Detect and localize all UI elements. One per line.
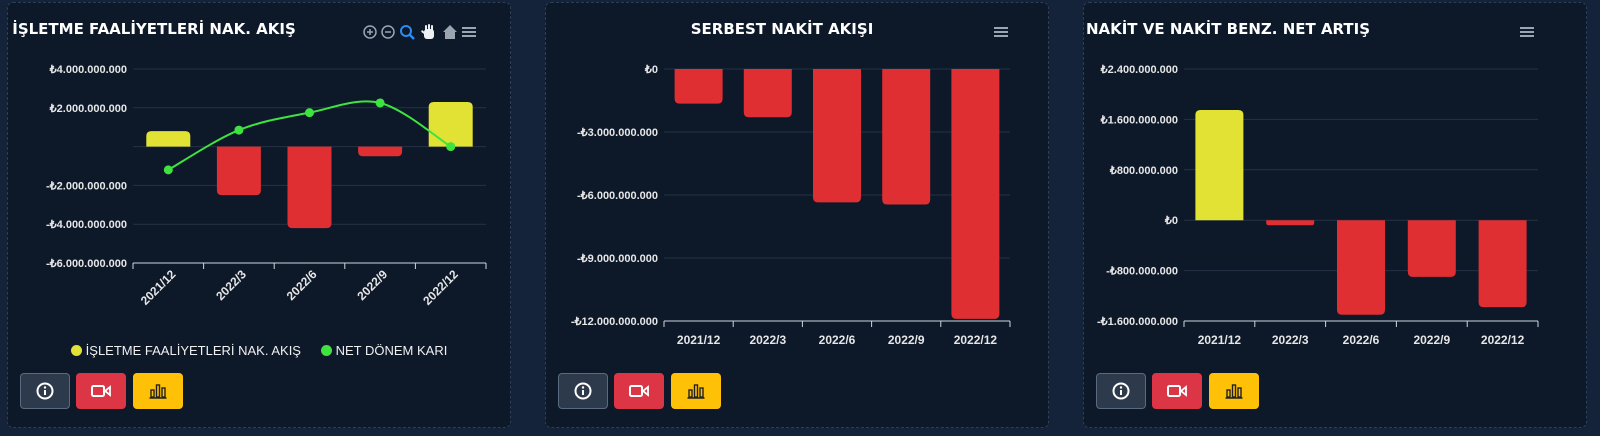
home-icon[interactable]	[443, 25, 457, 39]
zoom-out-icon[interactable]	[381, 25, 395, 39]
chart-legend: İŞLETME FAALİYETLERİ NAK. AKIŞ NET DÖNEM…	[8, 343, 510, 358]
chart-button[interactable]	[1208, 373, 1259, 409]
y-tick-label: ₺2.000.000.000	[49, 103, 127, 115]
bar	[1195, 109, 1244, 221]
bar	[287, 146, 332, 229]
chart-button[interactable]	[670, 373, 721, 409]
y-tick-label: -₺4.000.000.000	[46, 219, 127, 231]
bar	[1337, 220, 1385, 315]
info-button[interactable]	[20, 373, 70, 409]
video-camera-icon	[91, 385, 112, 397]
y-tick-label: ₺2.400.000.000	[1100, 64, 1178, 76]
x-tick-label: 2022/6	[819, 333, 856, 347]
y-tick-label: -₺9.000.000.000	[577, 253, 658, 265]
chart-title: NAKİT VE NAKİT BENZ. NET ARTIŞ	[1086, 19, 1370, 38]
bar-chart-icon	[1225, 384, 1243, 399]
legend-item[interactable]: NET DÖNEM KARI	[320, 343, 448, 358]
bar	[216, 146, 261, 196]
zoom-in-icon[interactable]	[363, 25, 377, 39]
bar-chart-icon	[149, 384, 167, 399]
line-point	[163, 165, 173, 175]
x-tick-label: 2022/6	[1343, 333, 1380, 347]
x-tick-label: 2022/12	[1481, 333, 1525, 347]
y-tick-label: ₺4.000.000.000	[49, 64, 127, 76]
y-tick-label: -₺6.000.000.000	[577, 190, 658, 202]
chart-button[interactable]	[132, 373, 183, 409]
y-tick-label: ₺1.600.000.000	[1100, 114, 1178, 126]
magnifier-icon[interactable]	[400, 25, 415, 40]
chart-svg: NAKİT VE NAKİT BENZ. NET ARTIŞ ₺2.400.000…	[1086, 19, 1539, 347]
bar	[428, 101, 473, 147]
info-icon	[36, 382, 54, 400]
y-tick-label: -₺800.000.000	[1106, 266, 1178, 278]
y-tick-label: -₺6.000.000.000	[46, 258, 127, 270]
hand-icon[interactable]	[421, 24, 434, 39]
y-tick-label: -₺12.000.000.000	[571, 316, 658, 328]
panel-actions	[558, 373, 723, 409]
y-tick-label: ₺0	[1164, 215, 1178, 227]
chart-title: İŞLETME FAALİYETLERİ NAK. AKIŞ	[12, 19, 296, 38]
x-tick-label: 2021/12	[677, 333, 721, 347]
bar	[951, 69, 1000, 319]
legend-marker	[320, 345, 332, 356]
hamburger-menu-icon[interactable]	[462, 27, 476, 37]
panel-actions	[20, 373, 185, 409]
bar	[674, 69, 723, 104]
info-icon	[574, 382, 592, 400]
line-point	[305, 108, 314, 118]
legend-item[interactable]: İŞLETME FAALİYETLERİ NAK. AKIŞ	[70, 343, 301, 358]
y-tick-label: -₺3.000.000.000	[577, 127, 658, 139]
info-button[interactable]	[558, 373, 608, 409]
x-tick-label: 2022/3	[213, 267, 249, 303]
bar	[1407, 220, 1456, 277]
video-button[interactable]	[76, 373, 127, 409]
panel-actions	[1096, 373, 1261, 409]
x-tick-label: 2022/9	[354, 267, 390, 303]
y-tick-label: ₺800.000.000	[1109, 165, 1178, 177]
legend-label: NET DÖNEM KARI	[335, 343, 448, 358]
x-tick-label: 2022/12	[954, 333, 998, 347]
video-button[interactable]	[614, 373, 665, 409]
bar	[743, 69, 792, 118]
x-tick-label: 2021/12	[1198, 333, 1242, 347]
legend-marker	[70, 345, 82, 356]
bar	[813, 69, 861, 203]
chart-panel-free-cash-flow: SERBEST NAKİT AKIŞI ₺0 -₺3.000.000.000 -₺6.…	[545, 2, 1049, 428]
x-tick-label: 2022/6	[284, 267, 320, 303]
x-tick-label: 2022/3	[749, 333, 786, 347]
info-button[interactable]	[1096, 373, 1146, 409]
bar	[882, 69, 931, 205]
x-tick-label: 2021/12	[138, 267, 179, 308]
chart-panel-operating-cash-flow: İŞLETME FAALİYETLERİ NAK. AKIŞ ₺4.000.000…	[7, 2, 511, 428]
bar	[1266, 220, 1315, 226]
line-point	[234, 125, 244, 135]
video-button[interactable]	[1152, 373, 1203, 409]
chart-title: SERBEST NAKİT AKIŞI	[691, 19, 874, 38]
x-tick-label: 2022/12	[420, 267, 461, 308]
chart-panel-net-cash-increase: NAKİT VE NAKİT BENZ. NET ARTIŞ ₺2.400.000…	[1083, 2, 1587, 428]
video-camera-icon	[629, 385, 650, 397]
line-point	[375, 98, 385, 108]
line-point	[446, 142, 456, 152]
bar-chart-icon	[687, 384, 705, 399]
video-camera-icon	[1167, 385, 1188, 397]
y-tick-label: -₺1.600.000.000	[1097, 316, 1178, 328]
bar	[146, 131, 191, 147]
x-tick-label: 2022/3	[1272, 333, 1309, 347]
x-tick-label: 2022/9	[1413, 333, 1450, 347]
chart-svg: SERBEST NAKİT AKIŞI ₺0 -₺3.000.000.000 -₺6.…	[571, 19, 1011, 347]
legend-label: İŞLETME FAALİYETLERİ NAK. AKIŞ	[85, 343, 301, 358]
x-tick-label: 2022/9	[888, 333, 925, 347]
hamburger-menu-icon[interactable]	[1518, 23, 1536, 41]
bar	[1478, 220, 1527, 308]
hamburger-menu-icon[interactable]	[992, 23, 1010, 41]
info-icon	[1112, 382, 1130, 400]
y-tick-label: ₺0	[644, 64, 658, 76]
y-tick-label: -₺2.000.000.000	[46, 180, 127, 192]
bar	[358, 146, 403, 157]
chart-svg: İŞLETME FAALİYETLERİ NAK. AKIŞ ₺4.000.000…	[12, 19, 487, 308]
